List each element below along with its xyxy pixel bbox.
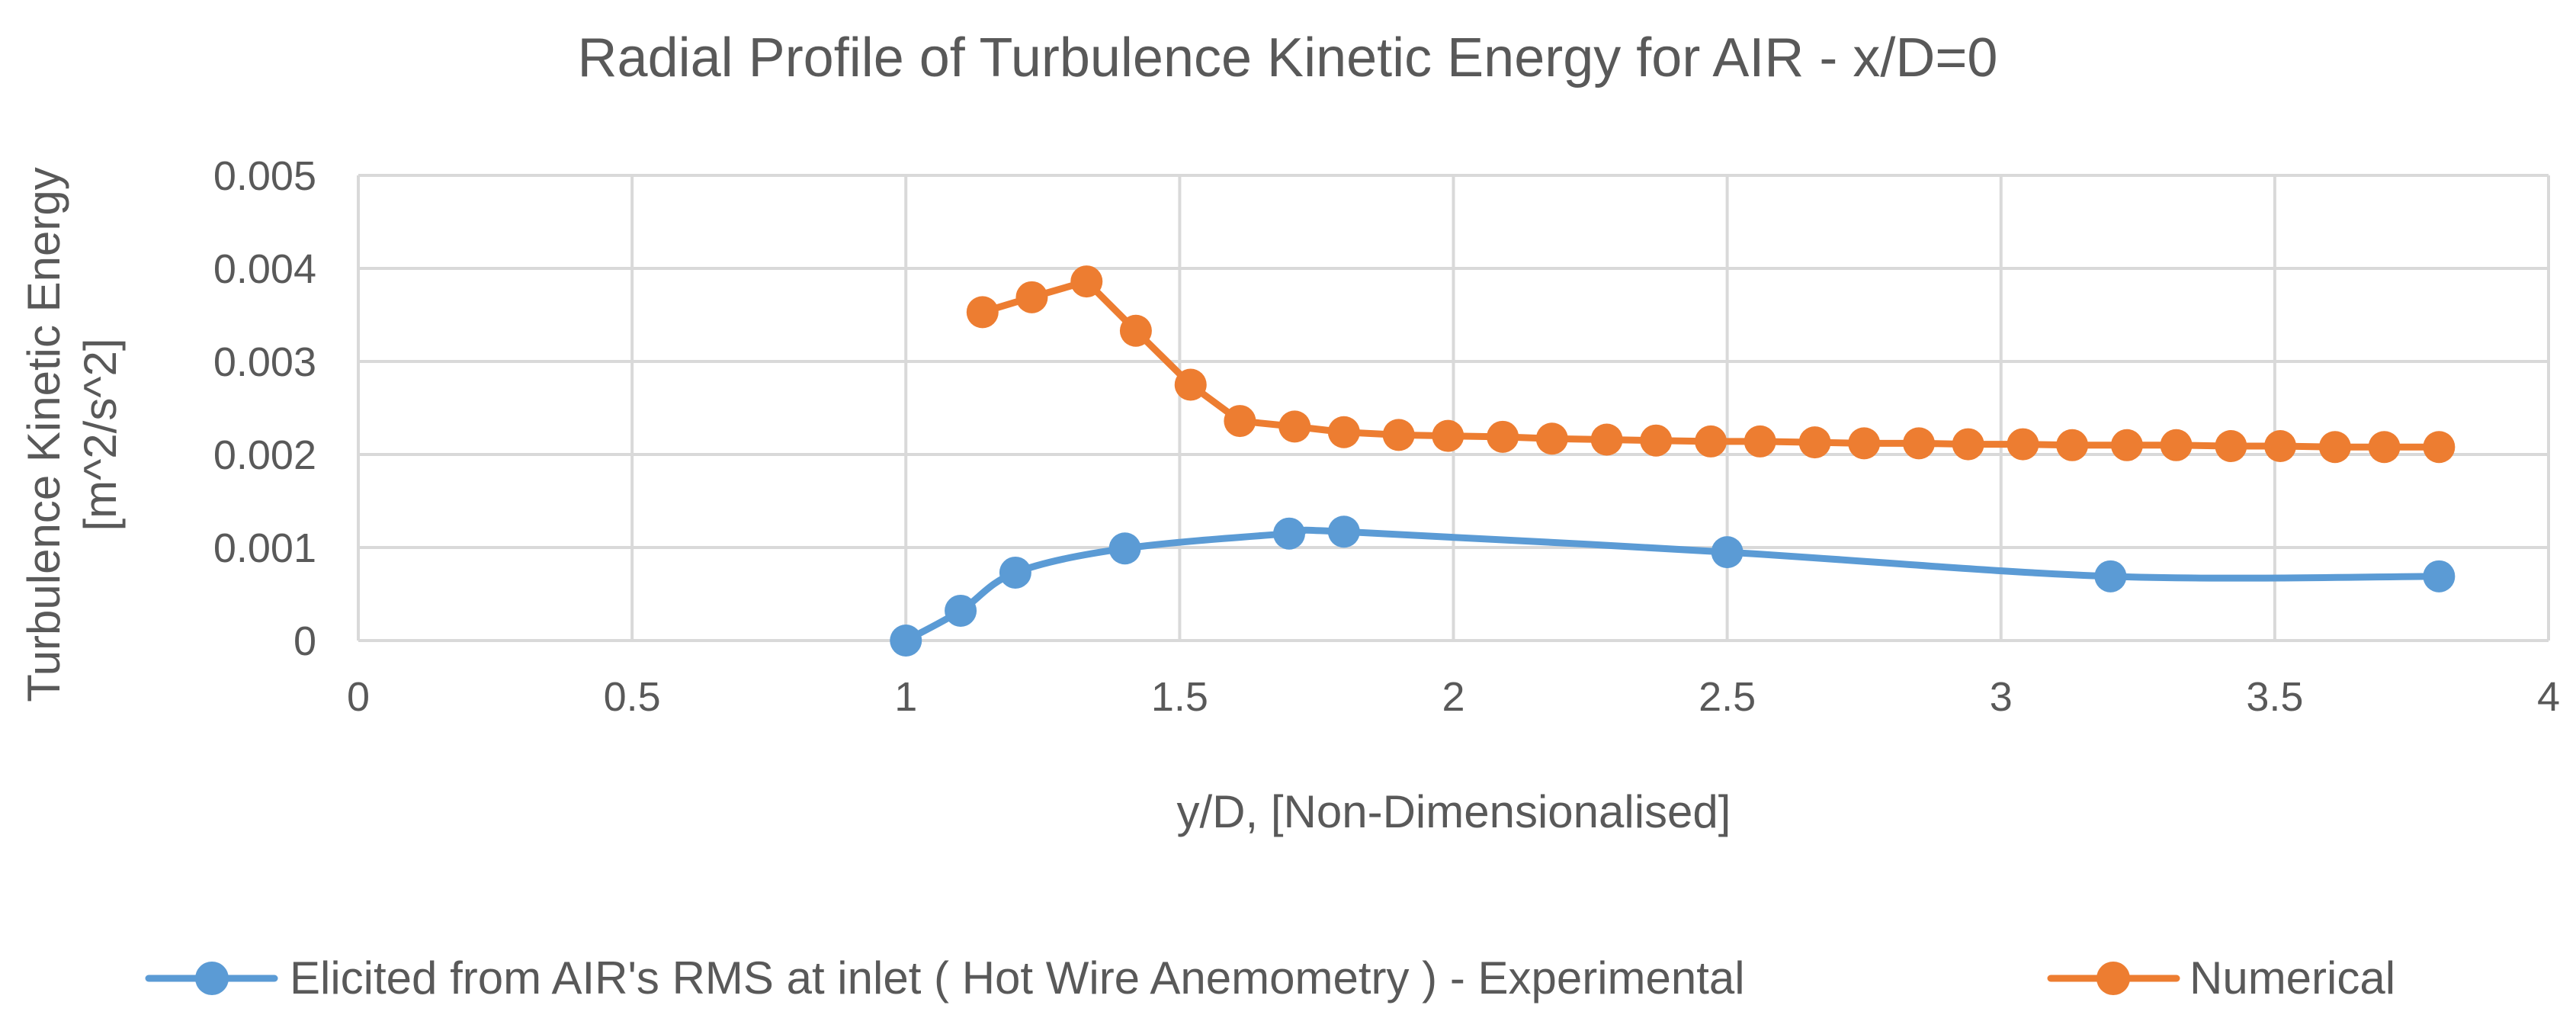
data-point-numerical[interactable]: [1432, 419, 1464, 452]
chart-title: Radial Profile of Turbulence Kinetic Ene…: [578, 27, 1998, 88]
data-point-numerical[interactable]: [1640, 424, 1673, 457]
data-point-numerical[interactable]: [1952, 428, 1984, 461]
data-point-numerical[interactable]: [1903, 427, 1936, 460]
x-tick-label: 3: [1990, 674, 2013, 720]
y-tick-label: 0.005: [213, 153, 316, 199]
data-point-numerical[interactable]: [2423, 431, 2456, 464]
data-point-experimental[interactable]: [890, 625, 922, 657]
data-point-numerical[interactable]: [1695, 425, 1727, 458]
data-point-numerical[interactable]: [1327, 416, 1360, 448]
data-point-numerical[interactable]: [1382, 419, 1415, 451]
data-point-experimental[interactable]: [1327, 515, 1360, 548]
x-tick-label: 2: [1442, 674, 1464, 720]
x-axis-label: y/D, [Non-Dimensionalised]: [1177, 786, 1731, 837]
data-point-numerical[interactable]: [1535, 422, 1568, 455]
data-point-experimental[interactable]: [2423, 560, 2456, 592]
legend-swatch-marker-experimental: [195, 962, 229, 995]
legend-item-experimental[interactable]: Elicited from AIR's RMS at inlet ( Hot W…: [145, 952, 1745, 1004]
data-point-numerical[interactable]: [1487, 420, 1519, 453]
data-point-numerical[interactable]: [1070, 265, 1103, 298]
data-point-numerical[interactable]: [1224, 405, 1256, 438]
legend-label-experimental: Elicited from AIR's RMS at inlet ( Hot W…: [290, 952, 1745, 1004]
x-tick-label: 3.5: [2246, 674, 2303, 720]
data-point-numerical[interactable]: [2264, 430, 2297, 463]
data-point-experimental[interactable]: [2094, 560, 2127, 592]
data-point-numerical[interactable]: [1174, 368, 1207, 401]
data-point-numerical[interactable]: [966, 296, 999, 329]
legend-item-numerical[interactable]: Numerical: [2047, 952, 2395, 1004]
y-axis-title: Turbulence Kinetic Energy [m^2/s^2]: [18, 167, 126, 702]
data-point-numerical[interactable]: [2007, 428, 2039, 461]
y-axis-label-line2: [m^2/s^2]: [75, 338, 126, 531]
series-layer: [890, 265, 2456, 657]
data-point-experimental[interactable]: [999, 556, 1031, 589]
y-tick-label: 0.001: [213, 525, 316, 571]
data-point-numerical[interactable]: [2368, 431, 2401, 464]
y-tick-label: 0: [294, 618, 316, 664]
data-point-numerical[interactable]: [1278, 410, 1311, 443]
y-tick-label: 0.002: [213, 432, 316, 478]
data-point-numerical[interactable]: [2215, 430, 2247, 463]
data-point-numerical[interactable]: [2056, 429, 2089, 461]
data-point-experimental[interactable]: [1108, 532, 1141, 565]
grid-layer: [357, 174, 2550, 642]
legend-label-numerical: Numerical: [2189, 952, 2395, 1004]
data-point-numerical[interactable]: [1590, 423, 1623, 456]
data-point-numerical[interactable]: [2318, 431, 2351, 464]
data-point-numerical[interactable]: [1848, 427, 1881, 460]
data-point-experimental[interactable]: [945, 594, 977, 627]
x-tick-label: 0: [347, 674, 370, 720]
data-point-numerical[interactable]: [1798, 426, 1831, 459]
x-tick-label: 1.5: [1151, 674, 1208, 720]
tick-layer: 0 0.5 1 1.5 2 2.5 3 3.5 4 0 0.001 0.002 0.003 0.004 0.…: [213, 153, 2560, 720]
x-tick-label: 2.5: [1699, 674, 1756, 720]
y-tick-label: 0.003: [213, 339, 316, 385]
data-point-experimental[interactable]: [1711, 536, 1744, 569]
y-axis-label-line1: Turbulence Kinetic Energy: [18, 167, 69, 702]
data-point-numerical[interactable]: [2160, 429, 2193, 461]
data-point-experimental[interactable]: [1273, 517, 1306, 550]
data-point-numerical[interactable]: [1015, 281, 1048, 313]
data-point-numerical[interactable]: [1744, 425, 1776, 458]
x-tick-label: 0.5: [604, 674, 661, 720]
x-tick-label: 4: [2537, 674, 2560, 720]
x-tick-label: 1: [894, 674, 917, 720]
data-point-numerical[interactable]: [2110, 429, 2143, 461]
y-tick-label: 0.004: [213, 246, 316, 292]
data-point-numerical[interactable]: [1119, 314, 1152, 347]
legend: Elicited from AIR's RMS at inlet ( Hot W…: [145, 952, 2395, 1004]
legend-swatch-marker-numerical: [2096, 962, 2130, 995]
